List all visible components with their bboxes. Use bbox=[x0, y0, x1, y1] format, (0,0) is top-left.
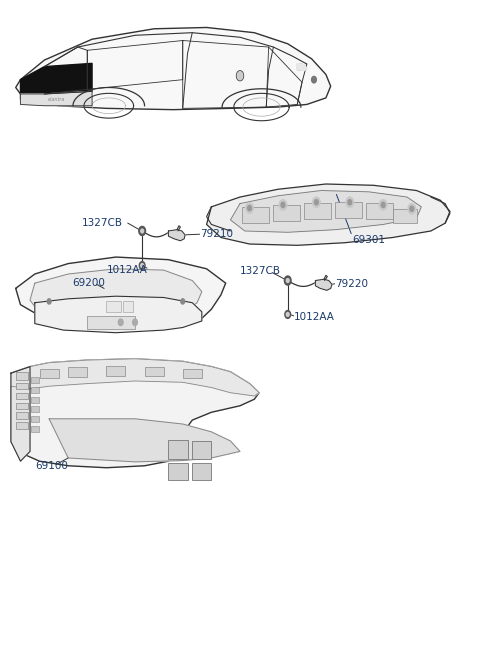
Circle shape bbox=[248, 206, 252, 211]
Polygon shape bbox=[324, 275, 327, 280]
Circle shape bbox=[236, 71, 244, 81]
Bar bbox=[107, 366, 125, 376]
Bar bbox=[16, 412, 28, 419]
Circle shape bbox=[379, 200, 387, 210]
Bar bbox=[87, 316, 135, 329]
Circle shape bbox=[286, 312, 289, 316]
Circle shape bbox=[281, 202, 285, 208]
Circle shape bbox=[312, 197, 320, 208]
Polygon shape bbox=[21, 92, 92, 105]
Bar bbox=[16, 393, 28, 400]
Bar bbox=[16, 403, 28, 409]
Polygon shape bbox=[177, 226, 180, 231]
Bar bbox=[393, 209, 417, 223]
Bar bbox=[68, 367, 87, 377]
Bar bbox=[123, 301, 132, 312]
Circle shape bbox=[312, 77, 316, 83]
Bar bbox=[32, 416, 39, 422]
Bar bbox=[32, 426, 39, 432]
Bar bbox=[32, 387, 39, 393]
Polygon shape bbox=[16, 28, 331, 109]
Bar bbox=[192, 463, 211, 480]
Bar bbox=[366, 203, 393, 219]
Polygon shape bbox=[11, 359, 259, 396]
Circle shape bbox=[408, 204, 416, 214]
Circle shape bbox=[314, 200, 318, 205]
Circle shape bbox=[346, 197, 354, 208]
Polygon shape bbox=[49, 419, 240, 462]
Circle shape bbox=[348, 200, 352, 205]
Bar bbox=[168, 440, 188, 459]
Bar bbox=[32, 406, 39, 412]
Text: 1327CB: 1327CB bbox=[240, 267, 281, 276]
Polygon shape bbox=[35, 296, 202, 333]
Circle shape bbox=[381, 202, 385, 208]
Polygon shape bbox=[16, 257, 226, 325]
Circle shape bbox=[139, 227, 145, 236]
Circle shape bbox=[410, 206, 414, 212]
Bar bbox=[336, 202, 362, 218]
Polygon shape bbox=[168, 230, 185, 241]
Circle shape bbox=[181, 299, 185, 304]
Circle shape bbox=[141, 229, 144, 233]
Bar bbox=[16, 383, 28, 390]
Polygon shape bbox=[230, 191, 421, 233]
Text: elantra: elantra bbox=[48, 97, 65, 102]
Bar bbox=[107, 301, 120, 312]
Bar bbox=[183, 369, 202, 379]
Circle shape bbox=[285, 310, 290, 318]
Circle shape bbox=[139, 261, 145, 269]
Polygon shape bbox=[297, 64, 307, 71]
Circle shape bbox=[246, 203, 253, 214]
Circle shape bbox=[141, 263, 144, 267]
Bar bbox=[144, 367, 164, 377]
Text: 1012AA: 1012AA bbox=[107, 265, 147, 275]
Bar bbox=[16, 372, 28, 380]
Bar bbox=[304, 203, 331, 219]
Text: 1012AA: 1012AA bbox=[294, 312, 335, 322]
Circle shape bbox=[284, 276, 291, 285]
Polygon shape bbox=[206, 184, 450, 246]
Bar bbox=[242, 207, 269, 223]
Text: 69301: 69301 bbox=[353, 235, 385, 245]
Polygon shape bbox=[315, 279, 332, 290]
Circle shape bbox=[132, 319, 137, 326]
Text: 69100: 69100 bbox=[36, 460, 69, 471]
Text: 1327CB: 1327CB bbox=[82, 218, 122, 228]
Circle shape bbox=[118, 319, 123, 326]
Text: 79220: 79220 bbox=[336, 279, 369, 289]
Polygon shape bbox=[11, 367, 30, 461]
Polygon shape bbox=[21, 64, 92, 99]
Bar bbox=[32, 397, 39, 403]
Text: 69200: 69200 bbox=[72, 278, 105, 288]
Circle shape bbox=[286, 278, 289, 282]
Circle shape bbox=[47, 299, 51, 304]
Circle shape bbox=[279, 200, 287, 210]
Text: 79210: 79210 bbox=[200, 229, 233, 239]
Polygon shape bbox=[11, 359, 259, 468]
Bar bbox=[168, 463, 188, 480]
Polygon shape bbox=[30, 269, 202, 320]
Bar bbox=[39, 369, 59, 379]
Bar bbox=[32, 377, 39, 383]
Bar bbox=[192, 441, 211, 459]
Bar bbox=[16, 422, 28, 428]
Bar bbox=[274, 205, 300, 221]
